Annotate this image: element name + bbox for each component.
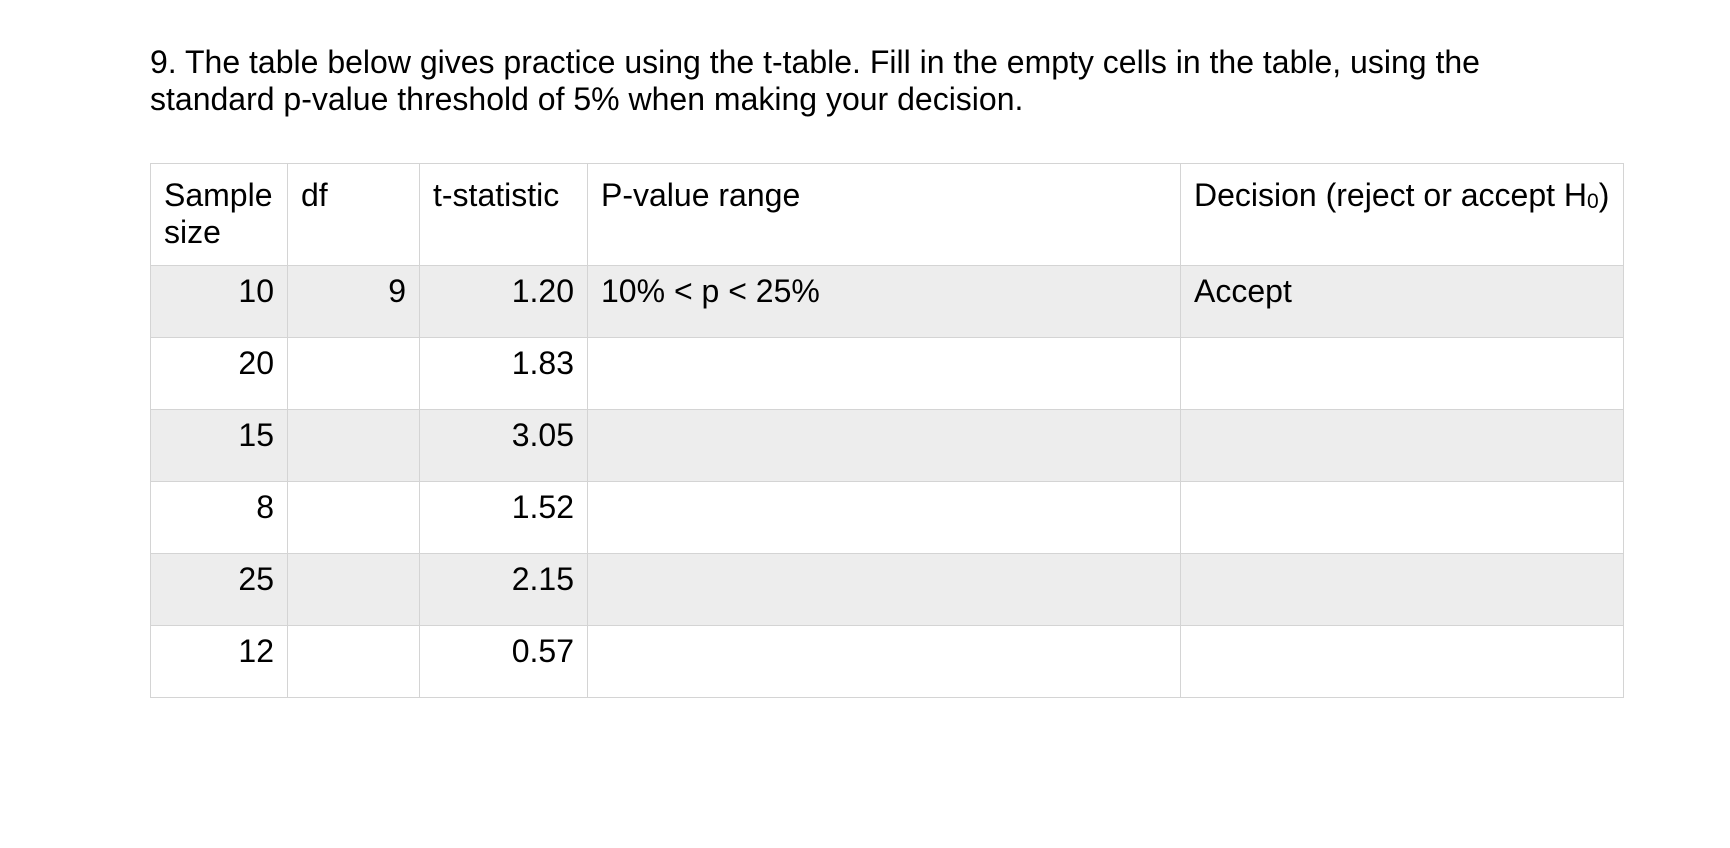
cell-sample-size: 10: [150, 265, 288, 338]
table-row: 25 2.15: [150, 553, 1624, 626]
cell-p-value-range: 10% < p < 25%: [587, 265, 1181, 338]
cell-df-empty[interactable]: [287, 625, 420, 698]
cell-decision-empty[interactable]: [1180, 337, 1624, 410]
cell-p-value-range-empty[interactable]: [587, 625, 1181, 698]
table-row: 12 0.57: [150, 625, 1624, 698]
col-header-decision: Decision (reject or accept H0): [1180, 163, 1624, 266]
cell-t-statistic: 0.57: [419, 625, 588, 698]
cell-decision: Accept: [1180, 265, 1624, 338]
cell-p-value-range-empty[interactable]: [587, 337, 1181, 410]
cell-sample-size: 25: [150, 553, 288, 626]
cell-p-value-range-empty[interactable]: [587, 481, 1181, 554]
cell-df-empty[interactable]: [287, 337, 420, 410]
cell-decision-empty[interactable]: [1180, 553, 1624, 626]
cell-df-empty[interactable]: [287, 409, 420, 482]
cell-df: 9: [287, 265, 420, 338]
table-header-row: Sample size df t-statistic P-value range…: [150, 163, 1624, 266]
cell-sample-size: 15: [150, 409, 288, 482]
cell-sample-size: 8: [150, 481, 288, 554]
cell-t-statistic: 2.15: [419, 553, 588, 626]
col-header-sample-size: Sample size: [150, 163, 288, 266]
cell-decision-empty[interactable]: [1180, 481, 1624, 554]
cell-t-statistic: 3.05: [419, 409, 588, 482]
col-header-p-value-range: P-value range: [587, 163, 1181, 266]
cell-sample-size: 12: [150, 625, 288, 698]
worksheet-page: 9. The table below gives practice using …: [150, 44, 1710, 698]
question-text: 9. The table below gives practice using …: [150, 44, 1710, 118]
decision-header-close-paren: ): [1598, 177, 1610, 213]
cell-p-value-range-empty[interactable]: [587, 409, 1181, 482]
cell-df-empty[interactable]: [287, 481, 420, 554]
table-row: 10 9 1.20 10% < p < 25% Accept: [150, 265, 1624, 338]
cell-p-value-range-empty[interactable]: [587, 553, 1181, 626]
table-row: 15 3.05: [150, 409, 1624, 482]
col-header-t-statistic: t-statistic: [419, 163, 588, 266]
cell-t-statistic: 1.20: [419, 265, 588, 338]
cell-t-statistic: 1.52: [419, 481, 588, 554]
h0-subscript: 0: [1587, 190, 1599, 213]
table-row: 8 1.52: [150, 481, 1624, 554]
cell-decision-empty[interactable]: [1180, 409, 1624, 482]
cell-df-empty[interactable]: [287, 553, 420, 626]
cell-decision-empty[interactable]: [1180, 625, 1624, 698]
col-header-df: df: [287, 163, 420, 266]
question-line-2: standard p-value threshold of 5% when ma…: [150, 81, 1024, 117]
cell-sample-size: 20: [150, 337, 288, 410]
t-table-practice-table: Sample size df t-statistic P-value range…: [150, 163, 1624, 698]
decision-header-text: Decision (reject or accept H: [1194, 177, 1588, 213]
question-line-1: 9. The table below gives practice using …: [150, 44, 1480, 80]
table-row: 20 1.83: [150, 337, 1624, 410]
cell-t-statistic: 1.83: [419, 337, 588, 410]
